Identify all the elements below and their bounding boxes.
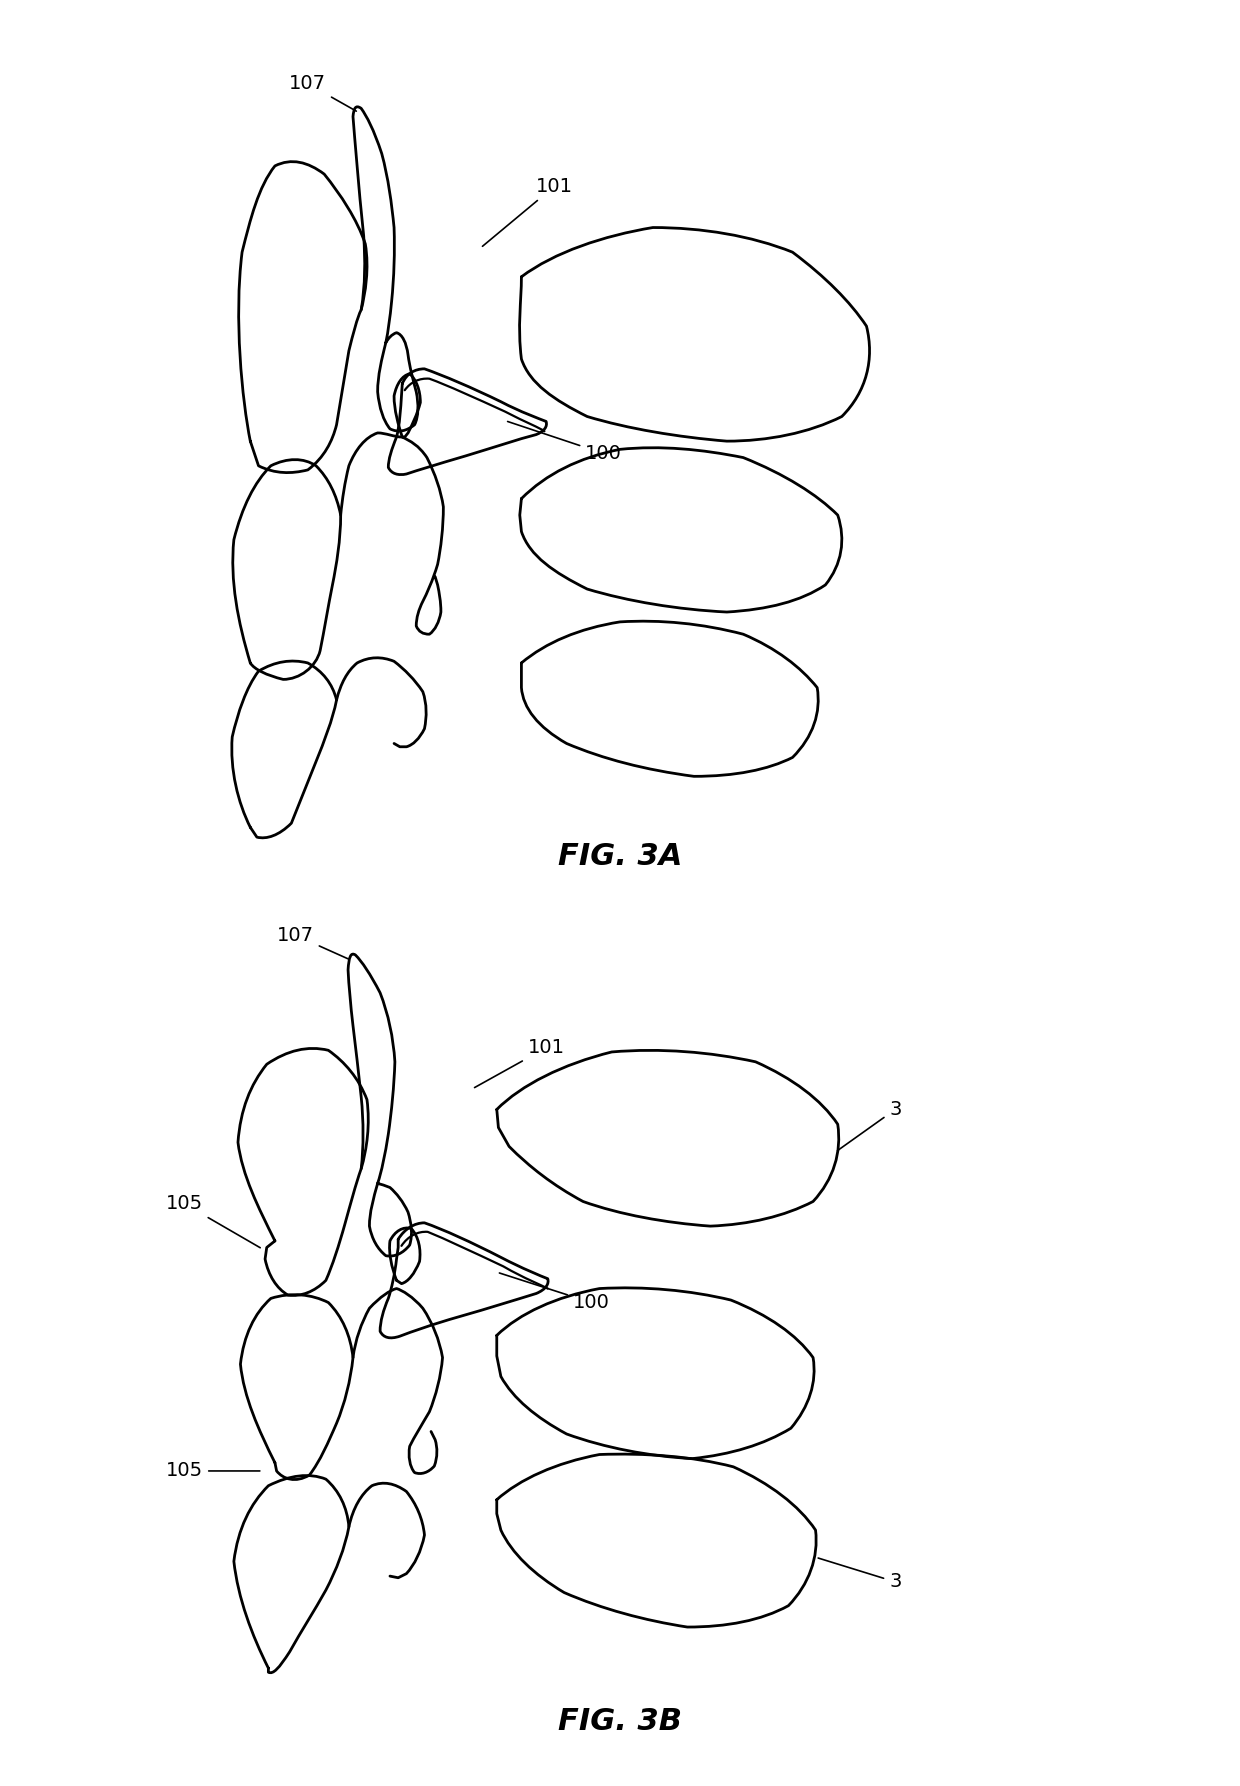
Text: 105: 105 bbox=[166, 1195, 260, 1248]
Text: FIG. 3A: FIG. 3A bbox=[558, 841, 682, 870]
Text: 101: 101 bbox=[482, 177, 573, 246]
Text: 101: 101 bbox=[475, 1038, 564, 1088]
Text: 107: 107 bbox=[289, 75, 356, 111]
Text: 3: 3 bbox=[837, 1100, 901, 1150]
Text: 105: 105 bbox=[166, 1461, 260, 1481]
Text: FIG. 3B: FIG. 3B bbox=[558, 1707, 682, 1736]
Text: 107: 107 bbox=[277, 925, 348, 959]
Text: 3: 3 bbox=[818, 1557, 901, 1591]
Text: 100: 100 bbox=[500, 1273, 610, 1313]
Text: 100: 100 bbox=[507, 421, 622, 463]
